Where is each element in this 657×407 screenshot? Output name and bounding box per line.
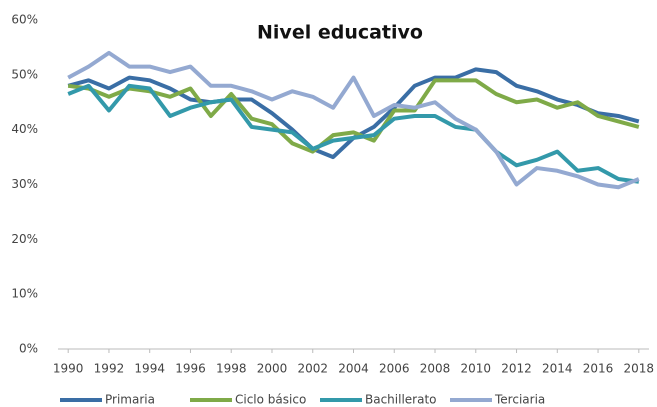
legend-label: Primaria: [105, 393, 155, 407]
series-line: [67, 67, 640, 160]
y-tick-label: 0%: [19, 342, 38, 356]
series-line: [67, 83, 640, 184]
y-tick-label: 30%: [11, 177, 38, 191]
x-tick-label: 2014: [542, 362, 573, 376]
x-tick-label: 1994: [134, 362, 165, 376]
x-tick-label: 2016: [583, 362, 614, 376]
x-tick-label: 2006: [379, 362, 410, 376]
chart-title: Nivel educativo: [257, 22, 423, 44]
x-tick-label: 2010: [461, 362, 492, 376]
y-tick-label: 60%: [11, 13, 38, 27]
x-tick-label: 2008: [420, 362, 451, 376]
x-tick-label: 2012: [501, 362, 532, 376]
x-tick-label: 1990: [53, 362, 84, 376]
y-tick-label: 40%: [11, 122, 38, 136]
legend-label: Terciaria: [494, 393, 545, 407]
y-tick-label: 10%: [11, 287, 38, 301]
x-tick-label: 2004: [338, 362, 369, 376]
x-tick-label: 1996: [175, 362, 206, 376]
x-tick-label: 2000: [257, 362, 288, 376]
x-tick-label: 2018: [624, 362, 655, 376]
y-tick-label: 50%: [11, 67, 38, 81]
series-line: [67, 50, 640, 190]
legend-label: Bachillerato: [365, 393, 437, 407]
series-line: [67, 78, 640, 154]
x-tick-label: 1992: [94, 362, 125, 376]
x-tick-label: 2002: [297, 362, 328, 376]
y-tick-label: 20%: [11, 232, 38, 246]
legend-label: Ciclo básico: [235, 393, 306, 407]
x-tick-label: 1998: [216, 362, 247, 376]
